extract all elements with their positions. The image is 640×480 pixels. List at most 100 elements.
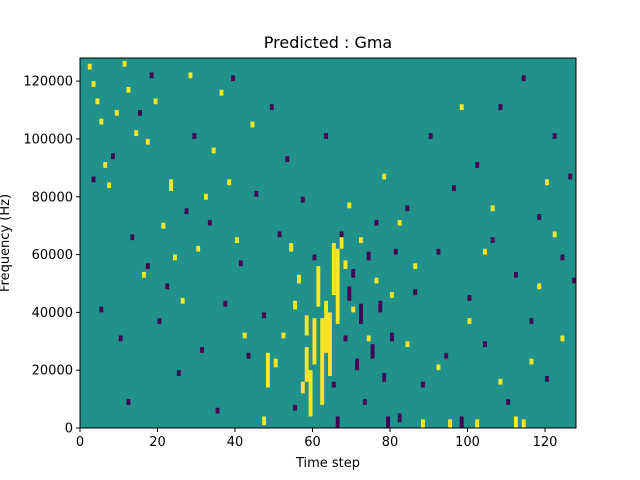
- heatmap-cell-low: [397, 413, 402, 423]
- heatmap-cell-high: [331, 243, 336, 296]
- heatmap-cell-low: [359, 303, 363, 324]
- heatmap-cell-low: [459, 416, 464, 428]
- x-tick-label: 40: [227, 435, 244, 450]
- heatmap-cell-low: [176, 370, 181, 376]
- heatmap-cell-high: [211, 147, 216, 154]
- y-tick-label: 20000: [32, 364, 73, 379]
- heatmap-cell-low: [560, 254, 565, 261]
- y-tick-label: 100000: [23, 132, 73, 147]
- heatmap-cell-high: [324, 300, 329, 353]
- heatmap-cell-high: [153, 98, 158, 105]
- heatmap-cell-low: [405, 205, 410, 212]
- heatmap-cell-low: [145, 263, 150, 270]
- heatmap-cell-low: [192, 133, 197, 139]
- heatmap-cell-high: [122, 60, 127, 67]
- heatmap-cell-high: [219, 89, 224, 96]
- y-tick-label: 80000: [32, 190, 73, 205]
- heatmap-cell-high: [459, 104, 464, 111]
- heatmap-cell-high: [514, 416, 518, 428]
- x-tick-label: 80: [382, 435, 399, 450]
- heatmap-cell-high: [242, 332, 247, 339]
- heatmap-cell-high: [266, 352, 270, 388]
- heatmap-cell-high: [142, 271, 146, 278]
- heatmap-cell-high: [351, 306, 356, 313]
- heatmap-cell-high: [316, 266, 321, 307]
- heatmap-cell-low: [347, 286, 352, 301]
- heatmap-cells-high: [87, 60, 565, 428]
- heatmap-cell-low: [223, 300, 228, 307]
- heatmap-cell-low: [413, 289, 418, 296]
- heatmap-cell-low: [552, 133, 557, 139]
- heatmap-cell-high: [405, 341, 410, 348]
- heatmap-cell-low: [343, 335, 348, 342]
- plot-area: [79, 57, 577, 429]
- heatmap-cell-high: [421, 419, 425, 428]
- heatmap-cell-high: [103, 162, 108, 168]
- chart-title: Predicted : Gma: [264, 33, 392, 52]
- heatmap-cell-low: [293, 404, 298, 411]
- heatmap-cell-high: [304, 315, 309, 336]
- heatmap-cell-low: [184, 208, 189, 215]
- heatmap-cell-high: [552, 231, 557, 238]
- x-tick-label: 100: [455, 435, 480, 450]
- heatmap-cell-high: [498, 378, 503, 385]
- heatmap-cell-high: [390, 292, 394, 298]
- heatmap-cell-low: [490, 237, 495, 243]
- heatmap-cell-low: [366, 251, 371, 261]
- heatmap-cell-high: [250, 121, 255, 128]
- heatmap-cell-high: [483, 248, 487, 255]
- heatmap-cell-high: [339, 237, 344, 249]
- heatmap-cell-high: [374, 277, 379, 284]
- heatmap-cell-low: [529, 318, 534, 324]
- heatmap-cell-high: [289, 243, 294, 252]
- heatmap-cell-low: [324, 133, 329, 139]
- axes-frame: [79, 57, 577, 429]
- heatmap-cell-low: [254, 190, 259, 197]
- heatmap-cell-high: [297, 274, 301, 284]
- heatmap-cell-low: [467, 295, 472, 301]
- heatmap-cell-low: [157, 318, 162, 324]
- heatmap-cell-low: [269, 104, 274, 111]
- heatmap-cell-high: [180, 297, 185, 304]
- heatmap-cell-low: [362, 399, 367, 405]
- heatmap-cell-high: [490, 205, 495, 212]
- heatmap-cell-low: [118, 335, 123, 342]
- heatmap-cell-low: [351, 269, 356, 278]
- heatmap-cell-low: [215, 407, 220, 414]
- heatmap-cell-low: [483, 341, 487, 348]
- heatmap-cell-high: [467, 318, 472, 324]
- heatmap-cell-high: [521, 419, 526, 428]
- x-axis-ticks: 0 20 40 60 80 100 120: [76, 428, 558, 450]
- x-axis-label: Time step: [295, 456, 360, 471]
- heatmap-cell-high: [91, 81, 96, 87]
- heatmap-cell-high: [99, 118, 104, 125]
- heatmap-cell-low: [262, 312, 267, 319]
- heatmap-cell-high: [359, 237, 363, 243]
- heatmap-cell-low: [370, 344, 375, 359]
- heatmap-cell-low: [312, 254, 317, 261]
- heatmap-cell-high: [475, 419, 480, 428]
- heatmap-cell-high: [188, 72, 193, 79]
- y-axis-ticks: 0 20000 40000 60000 80000 100000 120000: [23, 75, 80, 437]
- heatmap-cell-high: [196, 245, 201, 252]
- x-tick-label: 120: [533, 435, 558, 450]
- heatmap-cell-high: [169, 179, 174, 191]
- heatmap-cell-low: [200, 347, 205, 353]
- heatmap-cell-high: [134, 130, 139, 137]
- heatmap-cell-high: [529, 358, 534, 365]
- heatmap-cell-high: [397, 219, 402, 226]
- heatmap-cell-low: [130, 234, 135, 241]
- y-axis-label: Frequency (Hz): [0, 194, 13, 292]
- heatmap-cell-high: [235, 237, 239, 243]
- heatmap-cell-low: [138, 110, 143, 116]
- heatmap-cell-low: [514, 271, 518, 278]
- heatmap-cell-low: [572, 277, 577, 284]
- heatmap-cell-high: [328, 312, 332, 376]
- y-tick-label: 0: [65, 422, 73, 437]
- heatmap-cell-high: [95, 98, 100, 105]
- heatmap-cell-high: [366, 335, 371, 342]
- heatmap-cell-high: [293, 300, 298, 310]
- heatmap-cell-low: [207, 219, 212, 226]
- heatmap-cell-low: [444, 352, 449, 359]
